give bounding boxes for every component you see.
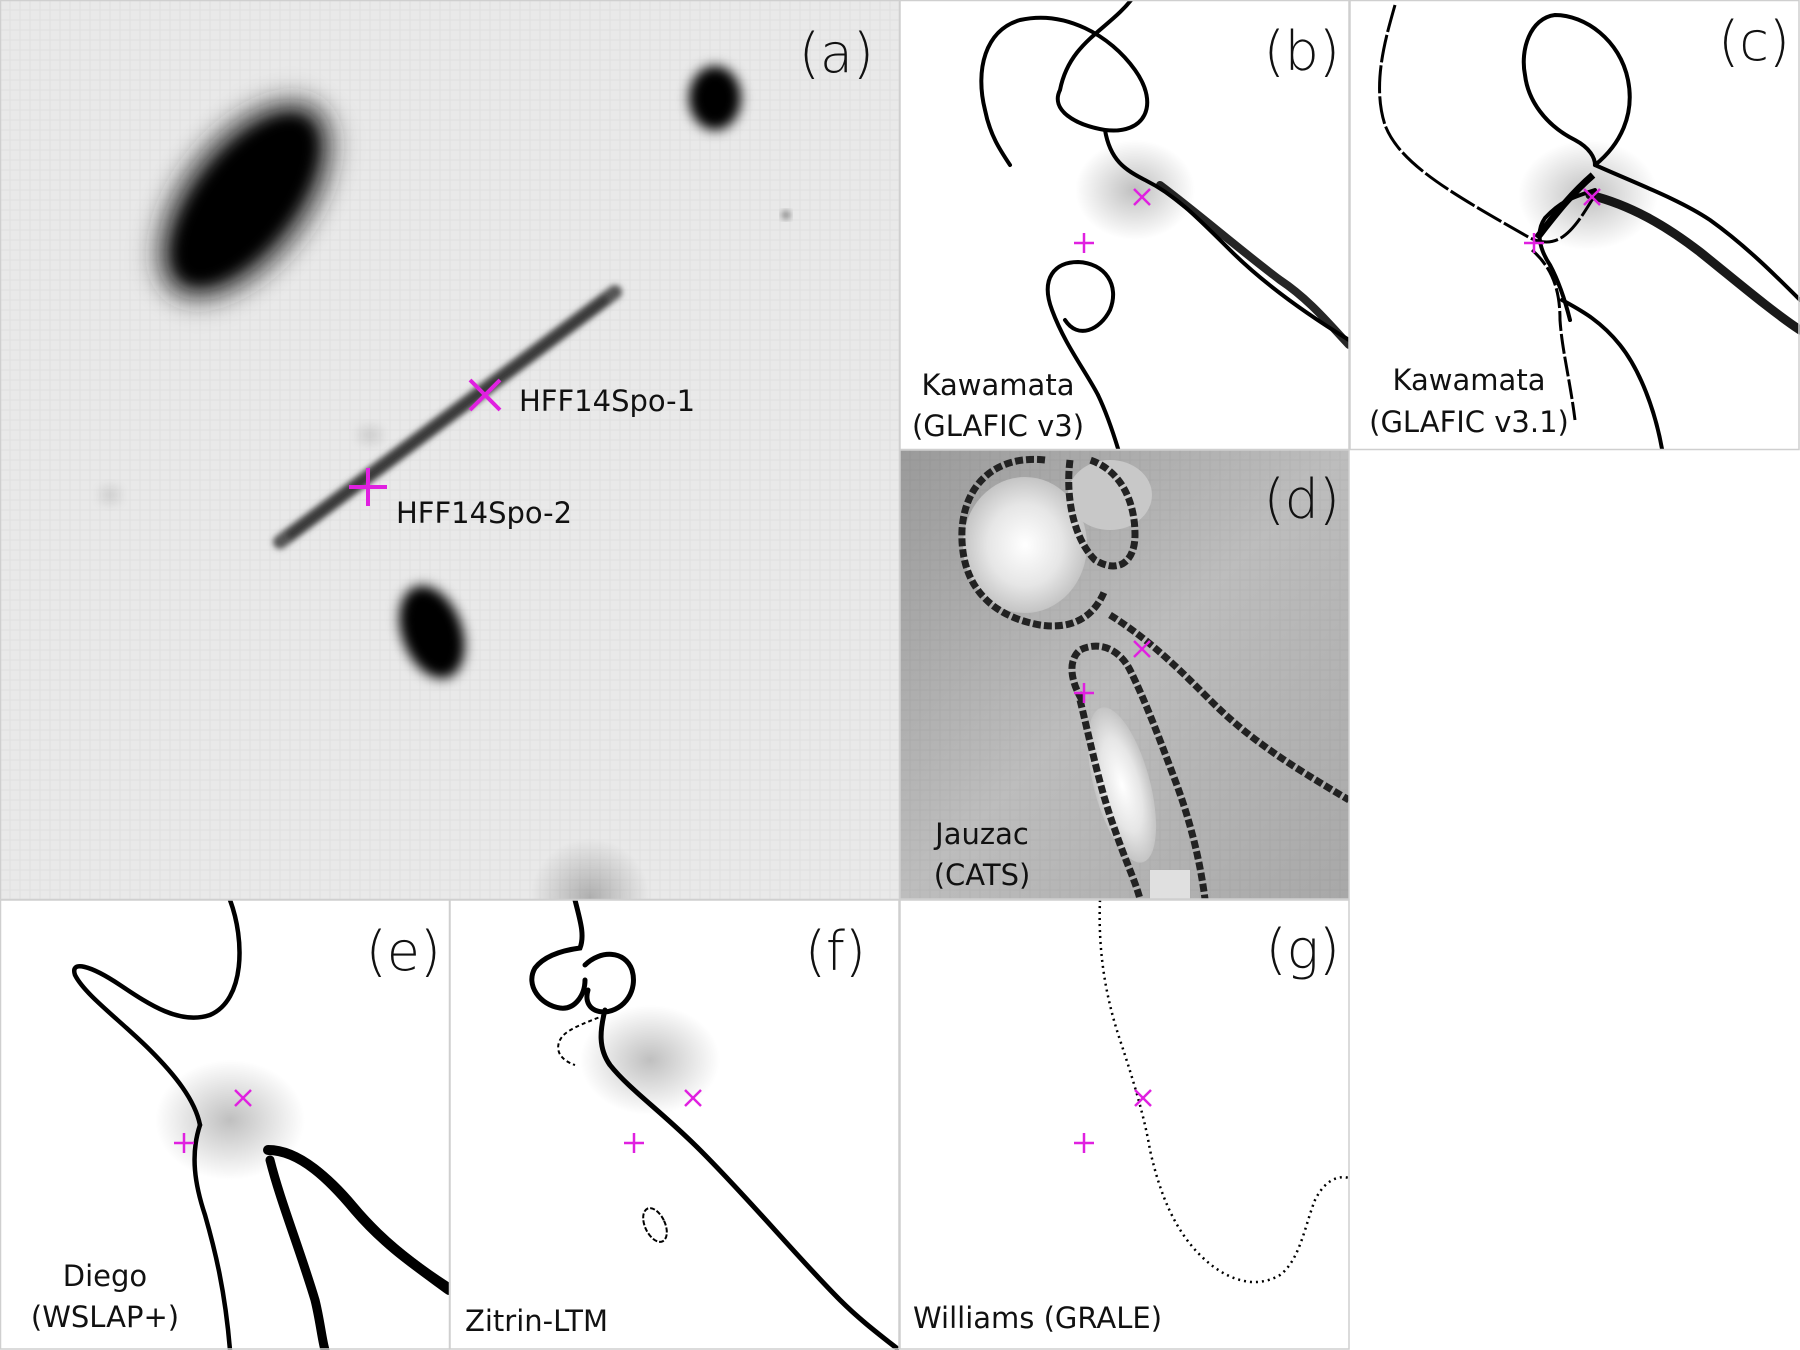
- panel-e-letter: (e): [366, 920, 441, 983]
- panel-d-letter: (d): [1264, 468, 1340, 531]
- panel-e-model-line1: Diego: [63, 1259, 147, 1293]
- panel-c-map: (c) Kawamata (GLAFIC v3.1): [1350, 0, 1800, 449]
- panel-g-cross-icon: [1134, 1089, 1152, 1107]
- panel-e-plus-icon: [174, 1133, 194, 1153]
- panel-g-map: (g) Williams (GRALE): [900, 900, 1349, 1350]
- panel-d-plus-icon: [1074, 683, 1094, 703]
- panel-c-cross-icon: [1583, 188, 1601, 206]
- galaxy-small-top: [689, 66, 741, 130]
- panel-e-model-line2: (WSLAP+): [31, 1300, 179, 1334]
- panel-d-cross-icon: [1133, 640, 1151, 658]
- panel-f-cross-icon: [684, 1089, 702, 1107]
- panel-g-model-line1: Williams (GRALE): [913, 1301, 1162, 1335]
- panel-a-image: HFF14Spo-1 HFF14Spo-2 (a): [0, 0, 899, 899]
- source-1-cross-icon: [468, 378, 502, 412]
- panel-f-map: (f) Zitrin-LTM: [450, 900, 899, 1350]
- panel-f-letter: (f): [805, 920, 866, 983]
- panel-d-model-line2: (CATS): [934, 858, 1031, 892]
- panel-a-letter: (a): [799, 22, 874, 85]
- panel-d-model-line1: Jauzac: [933, 817, 1029, 851]
- panel-c-model-line1: Kawamata: [1393, 363, 1546, 397]
- panel-f-plus-icon: [624, 1133, 644, 1153]
- panel-g-plus-icon: [1074, 1133, 1094, 1153]
- panel-b-letter: (b): [1264, 20, 1340, 83]
- source-2-plus-icon: [349, 468, 387, 506]
- galaxy-lower: [399, 585, 465, 679]
- panel-b-plus-icon: [1074, 233, 1094, 253]
- panel-b-model-line2: (GLAFIC v3): [912, 409, 1084, 443]
- panel-e-cross-icon: [234, 1089, 252, 1107]
- source-1-label: HFF14Spo-1: [519, 384, 695, 418]
- panel-b-cross-icon: [1133, 188, 1151, 206]
- source-2-label: HFF14Spo-2: [396, 496, 572, 530]
- panel-b-map: (b) Kawamata (GLAFIC v3): [900, 0, 1349, 449]
- panel-c-model-line2: (GLAFIC v3.1): [1369, 405, 1569, 439]
- panel-g-letter: (g): [1265, 918, 1340, 981]
- panel-c-plus-icon: [1524, 233, 1544, 253]
- panel-f-model-line1: Zitrin-LTM: [465, 1304, 608, 1338]
- panel-c-letter: (c): [1718, 10, 1790, 73]
- panel-d-map: (d) Jauzac (CATS): [900, 450, 1349, 899]
- panel-b-model-line1: Kawamata: [922, 368, 1075, 402]
- panel-e-map: (e) Diego (WSLAP+): [0, 900, 449, 1350]
